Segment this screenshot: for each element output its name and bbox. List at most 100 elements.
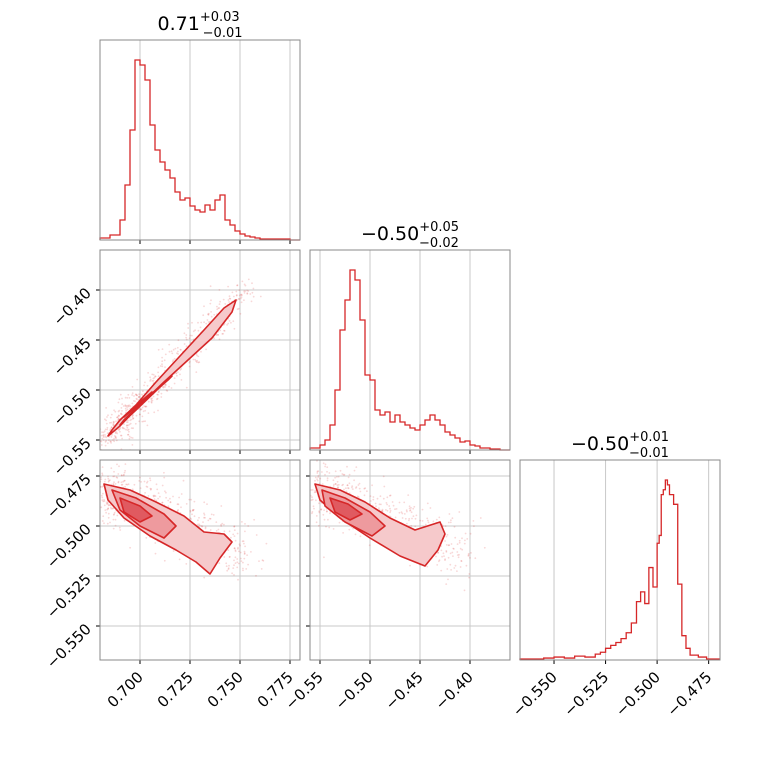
sample-point <box>131 386 134 388</box>
sample-point <box>232 533 235 536</box>
sample-point <box>414 525 417 528</box>
sample-point <box>445 583 448 585</box>
sample-point <box>104 444 107 447</box>
sample-point <box>161 348 164 350</box>
sample-point <box>438 516 441 519</box>
sample-point <box>164 383 167 386</box>
sample-point <box>210 311 213 313</box>
sample-point <box>121 410 123 412</box>
sample-point <box>115 476 118 479</box>
sample-point <box>212 514 215 516</box>
sample-point <box>225 565 228 568</box>
sample-point <box>176 374 178 377</box>
sample-point <box>359 535 362 538</box>
sample-point <box>347 487 350 490</box>
y-tick-label: −0.500 <box>43 520 95 572</box>
sample-point <box>154 375 157 378</box>
histogram-bin <box>165 170 170 240</box>
sample-point <box>154 495 157 497</box>
sample-point <box>203 305 205 308</box>
sample-point <box>114 436 117 439</box>
sample-point <box>113 437 115 440</box>
sample-point <box>199 524 201 527</box>
sample-point <box>132 414 134 416</box>
histogram-bin <box>435 420 440 450</box>
sample-point <box>133 483 136 486</box>
sample-point <box>235 294 238 297</box>
sample-point <box>173 377 176 379</box>
sample-point <box>410 525 413 527</box>
sample-point <box>114 435 117 438</box>
sample-point <box>140 408 143 411</box>
sample-point <box>227 285 230 288</box>
sample-point <box>177 353 180 355</box>
sample-point <box>132 417 135 420</box>
sample-point <box>385 502 388 504</box>
sample-point <box>161 501 164 504</box>
sample-point <box>237 307 240 310</box>
sample-point <box>164 366 166 368</box>
histogram-step <box>99 59 300 241</box>
sample-point <box>120 412 123 415</box>
sample-point <box>236 284 239 287</box>
histogram-bin <box>120 220 125 240</box>
sample-point <box>150 488 153 490</box>
sample-point <box>187 327 190 329</box>
sample-point <box>129 422 132 425</box>
sample-point <box>151 399 154 402</box>
sample-point <box>261 559 264 561</box>
sample-point <box>118 398 121 401</box>
sample-point <box>473 525 475 528</box>
sample-point <box>334 482 337 485</box>
sample-point <box>113 409 115 412</box>
sample-point <box>236 558 239 560</box>
sample-point <box>100 476 102 479</box>
panel-4-histogram <box>309 249 511 454</box>
sample-point <box>147 412 150 414</box>
sample-point <box>157 393 159 396</box>
sample-point <box>172 359 175 362</box>
sample-point <box>198 523 200 526</box>
sample-point <box>168 343 171 346</box>
sample-point <box>114 483 117 485</box>
sample-point <box>156 397 159 400</box>
sample-point <box>131 437 134 439</box>
sample-point <box>173 357 176 360</box>
sample-point <box>372 498 375 501</box>
sample-point <box>311 489 314 491</box>
sample-point <box>101 496 104 499</box>
sample-point <box>155 499 158 502</box>
sample-point <box>185 563 188 565</box>
sample-point <box>220 523 222 526</box>
sample-point <box>209 517 212 520</box>
x-tick-label: 0.700 <box>104 668 147 711</box>
sample-point <box>318 524 320 527</box>
sample-point <box>100 494 103 497</box>
sample-point <box>135 393 137 396</box>
sample-point <box>324 473 326 476</box>
sample-point <box>177 509 180 511</box>
sample-point <box>163 559 166 562</box>
sample-point <box>163 383 166 386</box>
sample-point <box>114 524 117 527</box>
sample-point <box>118 417 120 420</box>
sample-point <box>445 535 448 538</box>
sample-point <box>153 376 156 379</box>
histogram-bin <box>195 210 200 240</box>
sample-point <box>213 313 216 316</box>
sample-point <box>177 339 180 342</box>
sample-point <box>164 490 166 493</box>
sample-point <box>237 548 239 550</box>
sample-point <box>162 385 165 388</box>
sample-point <box>115 431 118 434</box>
sample-point <box>351 486 353 489</box>
sample-point <box>124 452 126 454</box>
sample-point <box>332 479 335 482</box>
sample-point <box>342 473 345 476</box>
sample-point <box>101 437 104 440</box>
sample-point <box>435 518 438 521</box>
sample-point <box>189 517 192 520</box>
histogram-bin <box>205 205 210 240</box>
sample-point <box>326 466 329 469</box>
x-tick-label: 0.750 <box>204 668 247 711</box>
